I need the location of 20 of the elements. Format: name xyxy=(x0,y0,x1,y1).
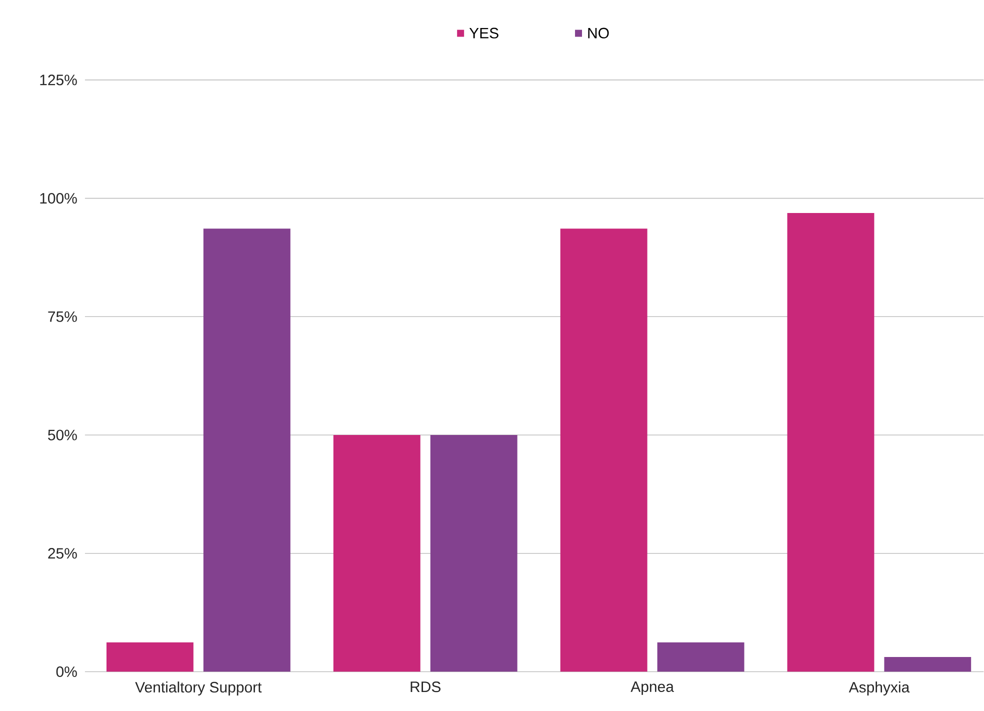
x-tick-label: Ventialtory Support xyxy=(135,682,262,696)
y-tick-label: 75% xyxy=(48,312,77,322)
bar xyxy=(787,213,874,672)
bar xyxy=(657,642,744,672)
y-tick-label: 0% xyxy=(56,666,77,678)
x-tick-label: Apnea xyxy=(630,682,674,696)
y-tick-label: 125% xyxy=(40,74,77,86)
y-tick-label: 50% xyxy=(48,430,77,440)
bar xyxy=(430,435,518,672)
bar xyxy=(333,435,420,672)
y-tick-label: 100% xyxy=(40,193,77,204)
bar xyxy=(106,642,194,672)
x-tick-label: Asphyxia xyxy=(848,682,910,696)
legend-label: NO xyxy=(588,28,609,39)
bar xyxy=(884,657,972,672)
legend-label: YES xyxy=(469,28,498,39)
bar xyxy=(560,228,648,672)
x-tick-label: RDS xyxy=(410,682,440,692)
y-tick-label: 25% xyxy=(48,548,77,559)
bar xyxy=(203,228,290,672)
